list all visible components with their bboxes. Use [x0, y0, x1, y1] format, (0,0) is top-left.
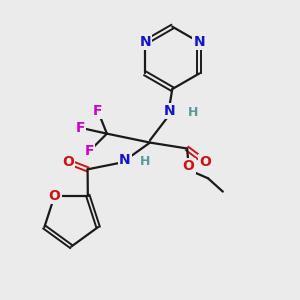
- Text: O: O: [199, 155, 211, 169]
- Text: O: O: [62, 155, 74, 169]
- Text: F: F: [93, 104, 103, 118]
- Text: H: H: [188, 106, 198, 119]
- Text: N: N: [164, 104, 175, 118]
- Text: F: F: [75, 121, 85, 135]
- Text: O: O: [49, 188, 61, 203]
- Text: F: F: [84, 145, 94, 158]
- Text: O: O: [183, 159, 195, 173]
- Text: N: N: [140, 35, 151, 49]
- Text: H: H: [140, 155, 151, 168]
- Text: N: N: [194, 35, 205, 49]
- Text: N: N: [119, 153, 130, 167]
